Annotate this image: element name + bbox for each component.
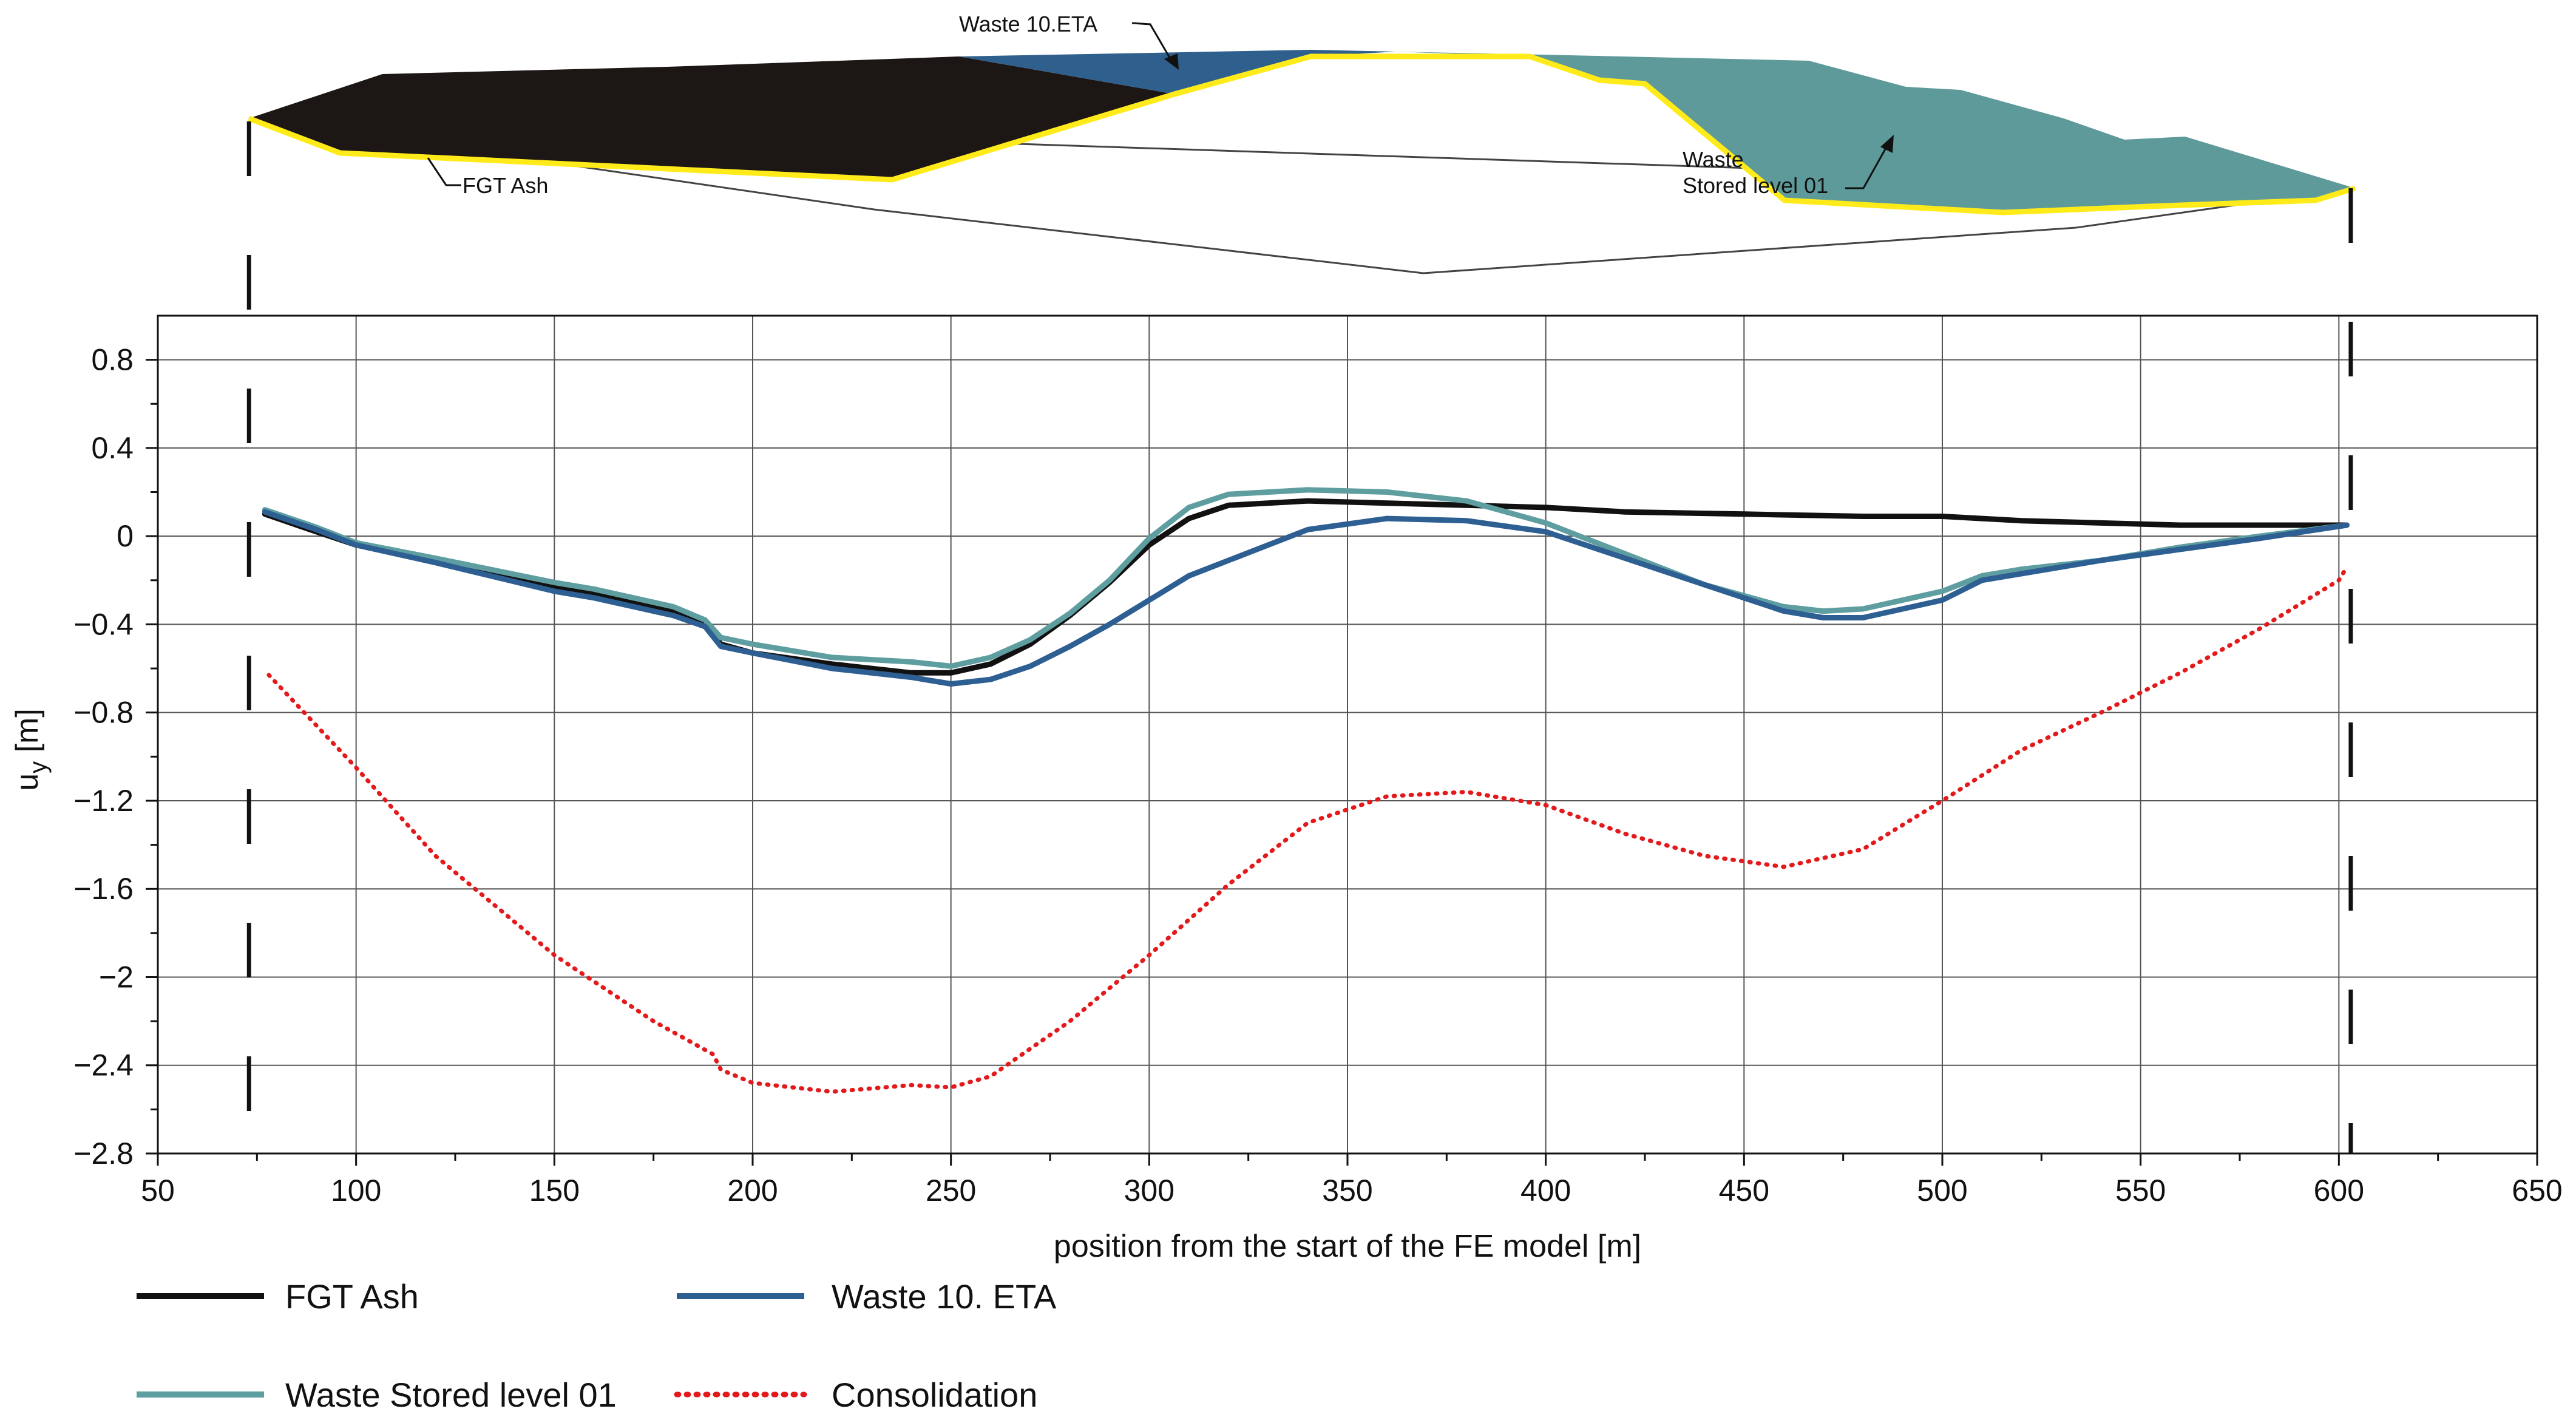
x-tick-label: 550: [2115, 1174, 2166, 1208]
y-tick-label: 0.8: [91, 343, 134, 377]
cross-section: Waste 10.ETA FGT Ash Waste Stored level …: [248, 12, 2356, 274]
legend-label-consolidation: Consolidation: [832, 1376, 1037, 1414]
x-tick-label: 650: [2512, 1174, 2562, 1208]
y-tick-label: 0.4: [91, 431, 134, 465]
waste-stored-region: [1396, 52, 2355, 212]
y-tick-label: −0.4: [73, 607, 134, 641]
model-boundaries: [246, 121, 2353, 1153]
legend: FGT Ash Waste Stored level 01 Waste 10. …: [137, 1277, 1057, 1414]
yellow-boundary: [248, 53, 2356, 216]
x-tick-label: 50: [141, 1174, 175, 1208]
tick-labels: 50 100 150 200 250 300 350 400 450 500 550 600 650 0.…: [73, 343, 2562, 1208]
series-lines: [262, 487, 2350, 1094]
fgt-label: FGT Ash: [463, 173, 548, 198]
grid: [157, 316, 2538, 1154]
stored-leader: [1845, 142, 1890, 189]
stored-label-line2: Stored level 01: [1683, 173, 1828, 198]
y-axis-title: uy [m]: [10, 708, 52, 791]
eta-arrowhead: [1164, 53, 1179, 70]
x-tick-label: 100: [331, 1174, 381, 1208]
plot-frame: [157, 314, 2538, 1155]
y-tick-label: −2: [99, 960, 134, 994]
legend-label-waste-eta: Waste 10. ETA: [832, 1277, 1057, 1316]
x-tick-label: 400: [1520, 1174, 1571, 1208]
x-tick-label: 450: [1719, 1174, 1769, 1208]
axis-ticks: [146, 359, 2538, 1166]
x-tick-label: 200: [727, 1174, 778, 1208]
x-tick-label: 150: [529, 1174, 580, 1208]
series-line-waste-stored-level-01: [262, 487, 2350, 669]
x-tick-label: 300: [1124, 1174, 1174, 1208]
stored-arrowhead: [1880, 135, 1894, 153]
y-tick-label: −0.8: [73, 696, 134, 730]
series-line-consolidation: [266, 565, 2349, 1094]
x-axis-title: position from the start of the FE model …: [1054, 1229, 1641, 1264]
y-tick-label: −2.4: [73, 1048, 134, 1082]
eta-label: Waste 10.ETA: [959, 12, 1097, 36]
x-tick-label: 600: [2314, 1174, 2364, 1208]
y-tick-label: −1.6: [73, 872, 134, 906]
y-tick-label: −2.8: [73, 1136, 134, 1170]
x-tick-label: 350: [1322, 1174, 1372, 1208]
x-tick-label: 250: [926, 1174, 976, 1208]
stored-label-line1: Waste: [1683, 147, 1744, 172]
eta-leader: [1131, 22, 1173, 61]
series-line-waste-10-eta: [262, 509, 2350, 687]
fgt-leader: [427, 157, 461, 186]
legend-label-fgt-ash: FGT Ash: [285, 1277, 419, 1316]
fgt-ash-region: [249, 56, 1174, 180]
x-tick-label: 500: [1917, 1174, 1967, 1208]
series-line-fgt-ash: [262, 498, 2350, 676]
y-tick-label: 0: [117, 519, 134, 553]
y-tick-label: −1.2: [73, 784, 134, 818]
legend-label-waste-stored: Waste Stored level 01: [285, 1376, 617, 1414]
